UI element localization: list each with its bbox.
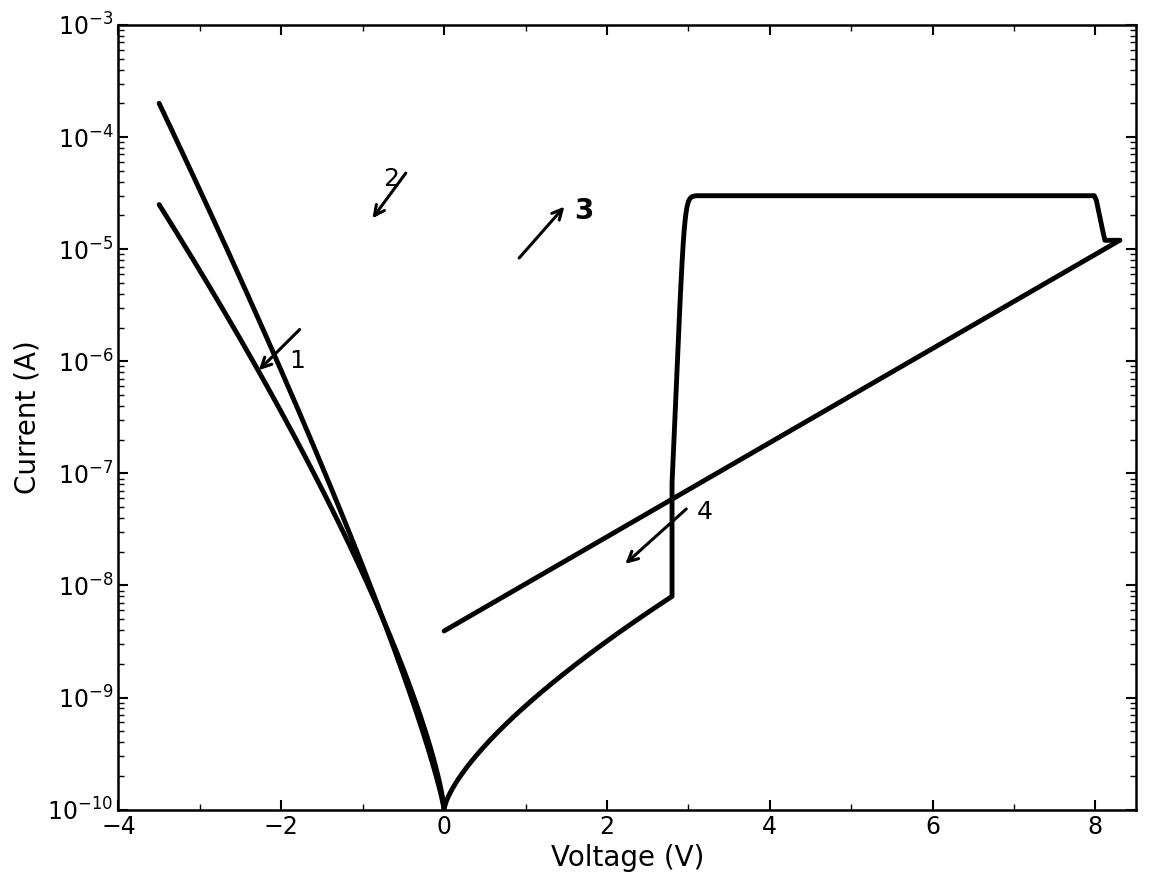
Y-axis label: Current (A): Current (A) <box>14 340 41 494</box>
Text: 1: 1 <box>290 349 305 373</box>
Text: 3: 3 <box>574 197 593 225</box>
X-axis label: Voltage (V): Voltage (V) <box>551 844 704 872</box>
Text: 2: 2 <box>383 167 399 191</box>
Text: 4: 4 <box>697 501 713 525</box>
